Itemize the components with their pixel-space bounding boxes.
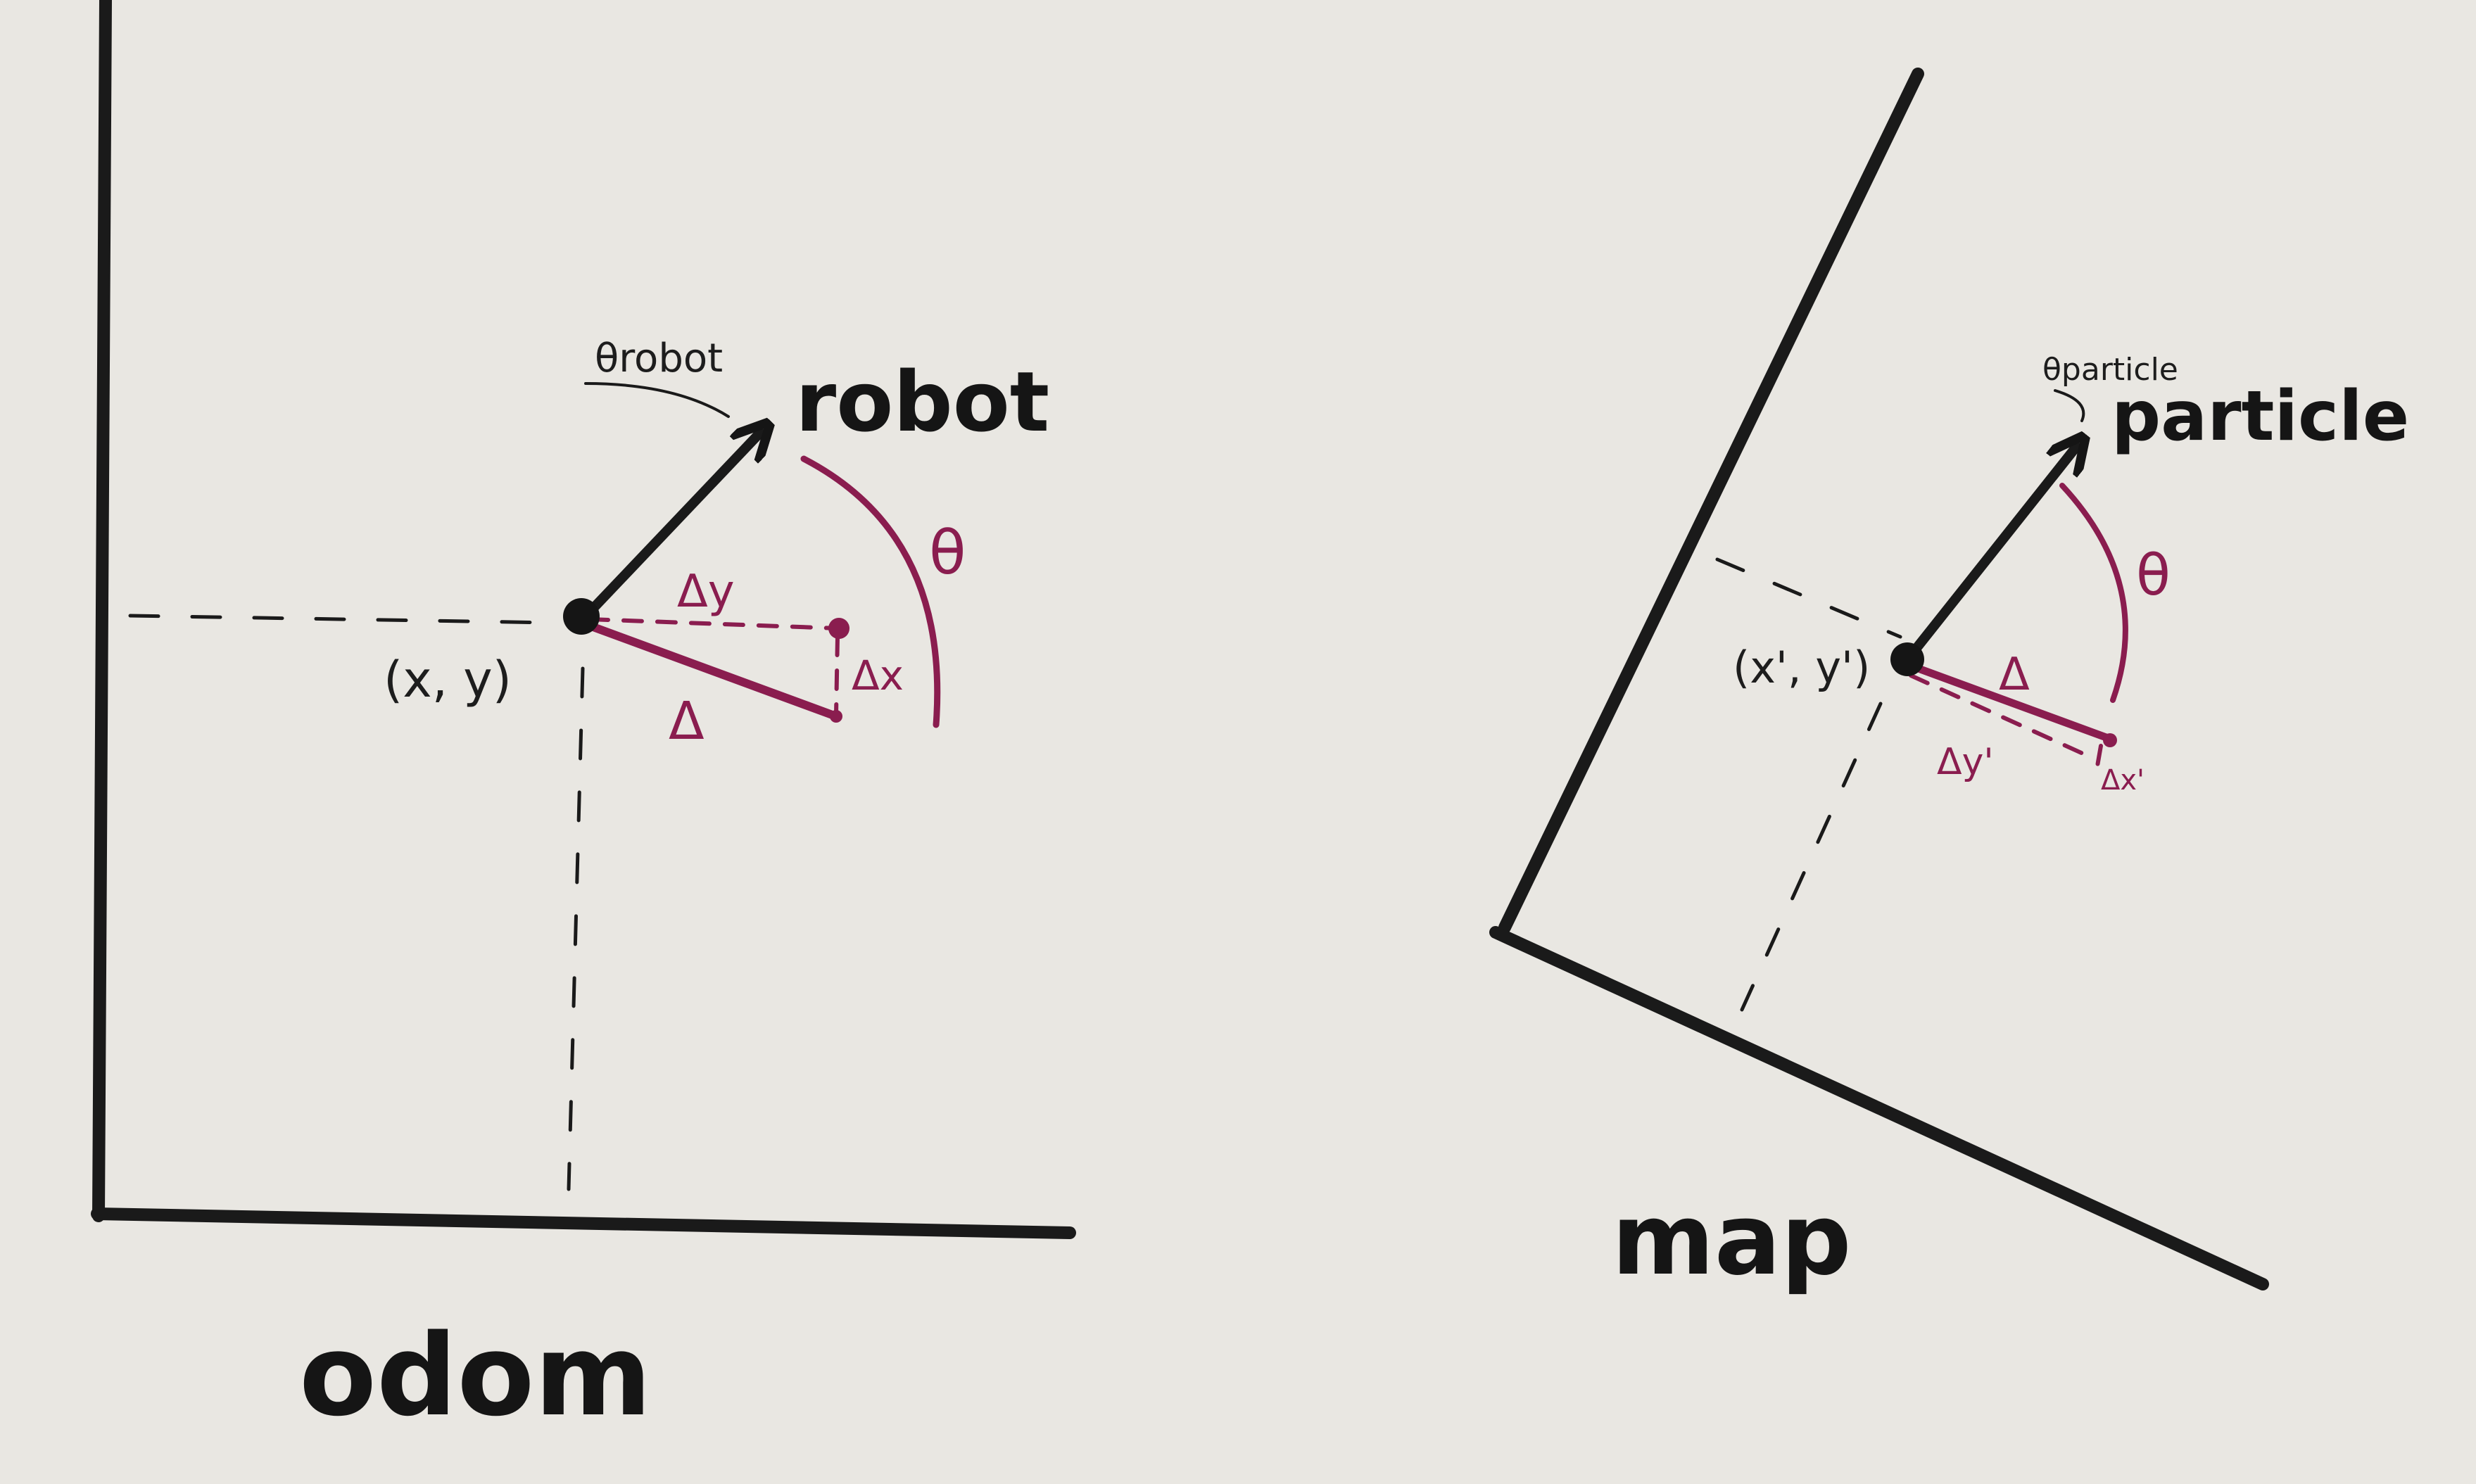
map-y-projection-line <box>1740 702 1883 1012</box>
odom-heading-label: θrobot <box>595 336 723 381</box>
map-delta-end-dot <box>2103 733 2117 747</box>
map-particle-position-dot <box>1890 642 1924 676</box>
odom-robot-position-dot <box>563 598 600 635</box>
map-heading-label: θparticle <box>2042 352 2178 388</box>
odom-x-axis <box>91 1207 1076 1239</box>
odom-robot-heading-arrow <box>579 433 760 623</box>
map-delta-label: Δ <box>1999 649 2030 701</box>
odom-delta-y-line <box>588 617 840 630</box>
odom-position-label: (x, y) <box>384 651 512 709</box>
map-frame-label: map <box>1612 1183 1852 1298</box>
odom-theta-arc <box>800 455 941 728</box>
odom-angle-label: θ <box>929 518 966 588</box>
odom-delta-x-line <box>834 635 840 716</box>
odom-target-dot <box>828 618 849 639</box>
map-delta-y-label: Δy' <box>1937 741 1994 783</box>
map-theta-particle-leader <box>2054 389 2085 422</box>
map-frame: θparticle particle θ Δ Δy' Δx' (x', y') … <box>1489 68 2409 1298</box>
odom-frame: θrobot robot θ Δy Δx Δ (x, y) odom <box>91 0 1076 1441</box>
odom-delta-label: Δ <box>669 691 705 751</box>
map-delta-x-line <box>2094 744 2103 776</box>
odom-delta-segment <box>587 622 840 721</box>
map-delta-x-label: Δx' <box>2101 764 2145 797</box>
odom-delta-y-label: Δy <box>677 566 735 618</box>
map-x-axis <box>1489 926 2269 1290</box>
map-theta-arc <box>2059 483 2128 703</box>
map-delta-segment <box>1905 661 2114 743</box>
odom-y-projection-line <box>567 666 585 1191</box>
odom-y-axis <box>92 0 112 1222</box>
map-angle-label: θ <box>2136 543 2171 608</box>
odom-delta-x-label: Δx <box>852 652 904 699</box>
map-delta-y-line <box>1909 673 2096 761</box>
map-body-label: particle <box>2111 376 2409 457</box>
odom-theta-robot-leader <box>584 382 730 418</box>
map-particle-heading-arrow <box>1904 447 2076 663</box>
odom-delta-end-dot <box>830 710 842 723</box>
map-position-label: (x', y') <box>1733 642 1870 693</box>
odom-frame-label: odom <box>299 1309 652 1441</box>
odom-body-label: robot <box>795 353 1049 450</box>
map-x-projection-line <box>1715 557 1902 639</box>
map-y-axis <box>1498 68 1924 934</box>
odom-x-projection-line <box>128 614 555 625</box>
